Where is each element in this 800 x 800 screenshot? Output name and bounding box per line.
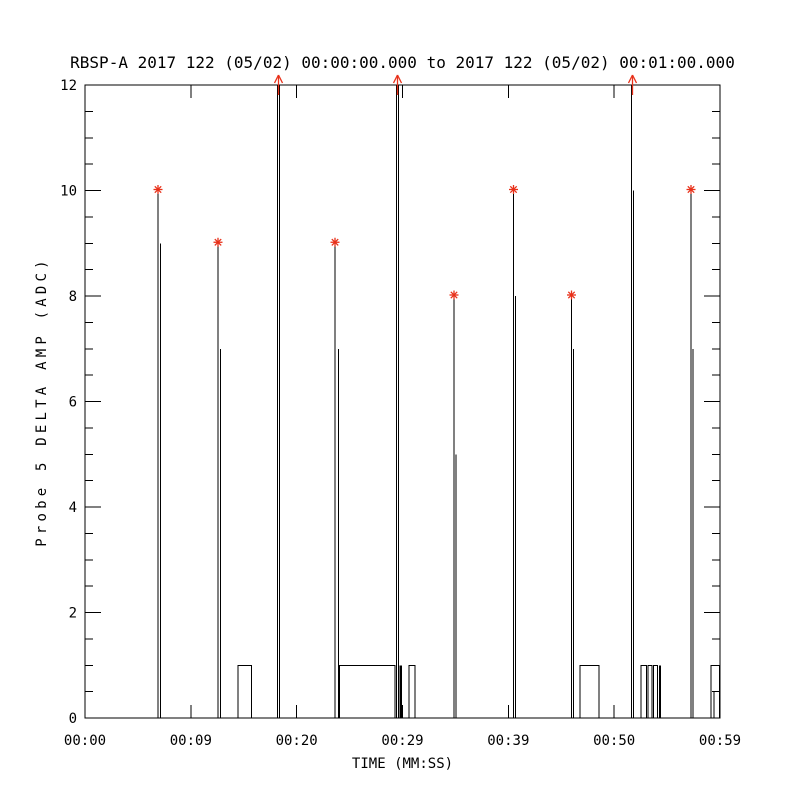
x-tick-label: 00:20: [276, 733, 318, 749]
x-tick-label: 00:59: [699, 733, 741, 749]
x-tick-label: 00:29: [381, 733, 423, 749]
peak-asterisk-marker: [509, 185, 518, 194]
y-tick-label: 0: [69, 711, 77, 727]
clipped-arrow-marker: [273, 74, 284, 95]
y-axis-ticks: [85, 84, 720, 719]
x-tick-labels: 00:00 00:09 00:20 00:29 00:39 00:50 00:59: [64, 733, 741, 749]
y-tick-label: 8: [69, 289, 77, 305]
x-tick-label: 00:00: [64, 733, 106, 749]
y-tick-labels: 0 2 4 6 8 10 12: [60, 78, 77, 727]
peak-asterisk-marker: [330, 237, 340, 247]
x-tick-label: 00:39: [487, 733, 529, 749]
x-axis-ticks: [84, 85, 721, 718]
y-tick-label: 10: [60, 184, 77, 200]
y-tick-label: 6: [69, 395, 77, 411]
peak-asterisk-marker: [213, 237, 223, 247]
peak-markers: [153, 74, 696, 300]
axes-box: [84, 84, 721, 719]
clipped-arrow-marker: [627, 74, 638, 95]
labels: RBSP-A 2017 122 (05/02) 00:00:00.000 to …: [34, 53, 735, 772]
y-tick-label: 2: [69, 606, 77, 622]
peak-asterisk-marker: [567, 290, 576, 300]
peak-asterisk-marker: [153, 185, 163, 194]
chart-title: RBSP-A 2017 122 (05/02) 00:00:00.000 to …: [70, 53, 735, 72]
x-tick-label: 00:50: [593, 733, 635, 749]
y-tick-label: 4: [69, 500, 77, 516]
series-line: [85, 85, 720, 719]
peak-asterisk-marker: [449, 290, 459, 300]
y-axis-label: Probe 5 DELTA AMP (ADC): [34, 256, 50, 546]
x-tick-label: 00:09: [170, 733, 212, 749]
peak-asterisk-marker: [686, 185, 696, 194]
clipped-arrow-marker: [392, 74, 403, 95]
x-axis-label: TIME (MM:SS): [352, 756, 453, 772]
y-tick-label: 12: [60, 78, 77, 94]
